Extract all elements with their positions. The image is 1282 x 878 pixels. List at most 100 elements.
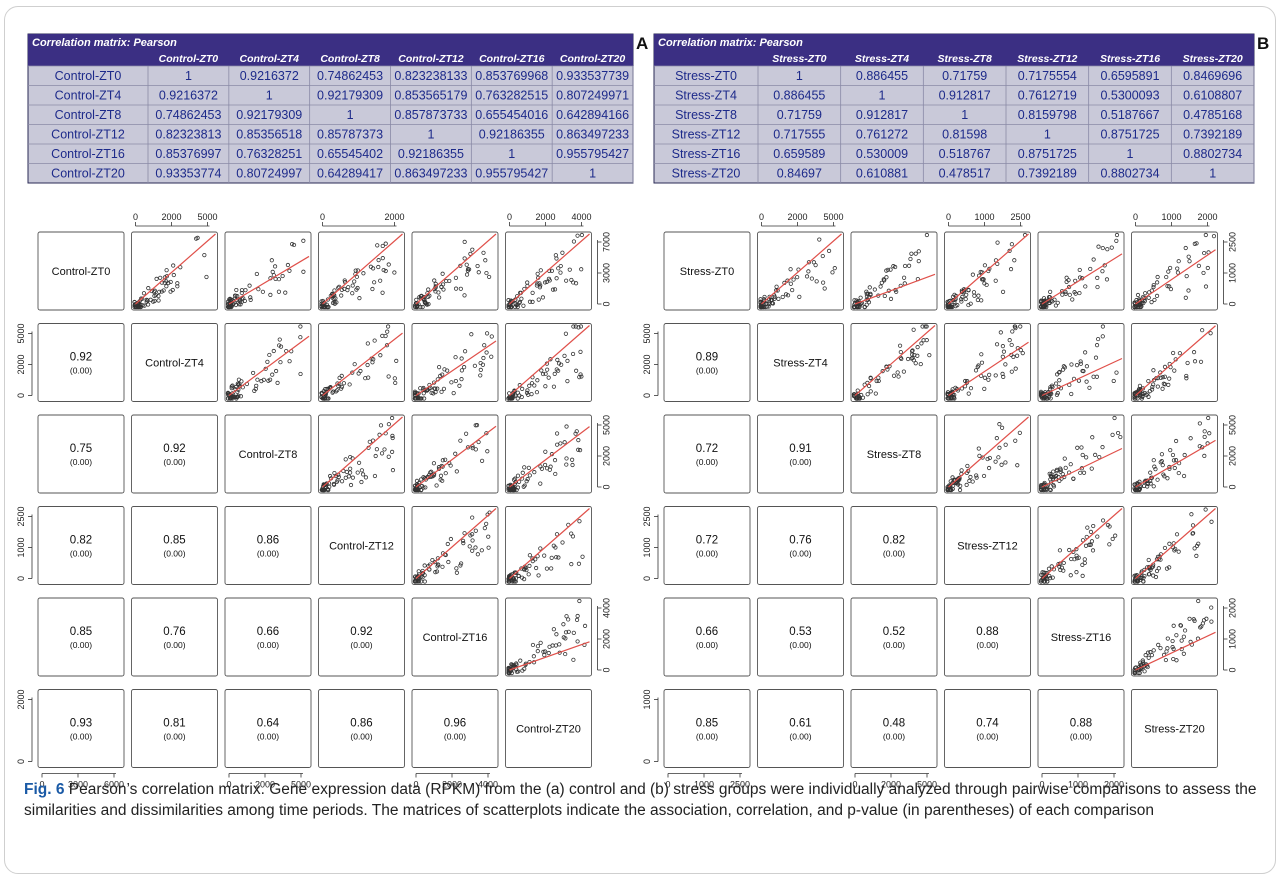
p-value: (0.00) [696,549,718,559]
scatter-point [298,335,303,340]
matrix-cell: 0.8751725 [1100,128,1159,142]
scatter-point [1068,573,1073,578]
scatter-point [1151,283,1156,288]
scatter-point [437,295,442,300]
scatter-point [982,281,987,286]
scatter-point [524,390,530,395]
corr-cell: 0.85 (0.00) [663,689,751,768]
scatter-point [511,575,516,580]
scatter-point [577,519,582,524]
scatter-point [435,564,440,569]
matrix-cell: 0.92186355 [398,147,464,161]
scatter-point [776,296,781,301]
scatter-point [323,304,328,310]
scatter-point [289,241,295,247]
scatter-point [576,447,581,452]
tick-label: 2000 [602,629,612,649]
scatter-point [946,304,951,310]
scatter-point [144,299,149,304]
tick-label: 5000 [642,323,652,343]
scatter-point [1203,284,1209,289]
scatter-point [1162,545,1168,551]
p-value: (0.00) [696,366,718,376]
scatter-point [1181,473,1187,479]
scatter-point [462,239,467,244]
tick-label: 5000 [16,323,26,343]
scatter-point [1151,284,1156,290]
scatter-point [1149,565,1154,570]
scatter-point [958,483,963,488]
scatter-point [761,304,766,310]
scatter-point [381,267,386,273]
scatter-point [355,470,360,475]
scatter-point [235,294,240,299]
matrix-cell: 0.823238133 [394,69,467,83]
p-value: (0.00) [70,366,92,376]
scatter-point [466,266,471,272]
scatter-point [964,482,969,487]
scatter-point [512,579,517,584]
scatter-point [964,292,969,297]
scatter-point [1135,292,1141,298]
scatter-point [473,545,478,550]
scatter-point [987,266,992,271]
scatter-point [238,394,244,399]
scatter-point [1133,396,1138,401]
matrix-cell: 0.8751725 [1018,147,1077,161]
scatter-point [526,572,531,577]
scatter-point [390,468,396,473]
scatter-point [453,286,459,291]
cell-box [850,506,938,585]
scatter-point [256,287,261,292]
matrix-cell: 0.8802734 [1100,167,1159,181]
scatter-point [1046,390,1051,395]
scatter-point [1090,435,1095,440]
scatter-cell [757,231,844,311]
scatter-point [386,262,391,267]
scatter-point [514,669,519,674]
tick-label: 2000 [787,212,807,222]
matrix-cell: 1 [427,128,434,142]
scatter-point [347,382,352,387]
scatter-point [390,415,395,421]
scatter-point [446,559,451,565]
scatter-cell [505,597,592,677]
p-value: (0.00) [696,640,718,650]
scatter-point [1159,452,1165,457]
scatter-cell [1131,597,1218,677]
scatter-point [982,386,987,391]
scatter-point [1159,459,1164,464]
scatter-cell [411,506,499,585]
scatter-point [512,388,517,394]
p-value: (0.00) [976,640,998,650]
scatter-point [577,598,582,604]
scatter-cell [318,231,405,311]
scatter-cell [850,323,938,402]
corr-cell: 0.86 (0.00) [224,506,312,585]
scatter-point [382,447,387,452]
scatter-point [868,389,873,394]
fit-line [1041,447,1123,488]
scatter-point [971,290,977,295]
tick-label: 0 [320,212,325,222]
scatter-point [1196,263,1201,268]
cell-box [131,323,218,402]
scatter-point [866,383,872,389]
tick-label: 2000 [1228,598,1238,618]
scatter-point [432,560,437,565]
fit-line [948,341,1029,396]
scatter-point [1150,384,1155,390]
scatter-point [1172,368,1177,373]
scatter-point [1137,487,1142,493]
matrix-cell: 0.659589 [773,147,825,161]
scatter-point [509,304,514,310]
scatter-point [876,375,881,380]
scatter-point [380,256,385,261]
scatter-point [1118,434,1123,440]
tick-label: 2000 [642,354,652,374]
scatter-point [1188,436,1193,441]
scatter-point [475,263,480,269]
scatter-point [1165,476,1170,481]
scatter-point [1039,572,1044,577]
diag-cell: Control-ZT8 [224,414,312,494]
